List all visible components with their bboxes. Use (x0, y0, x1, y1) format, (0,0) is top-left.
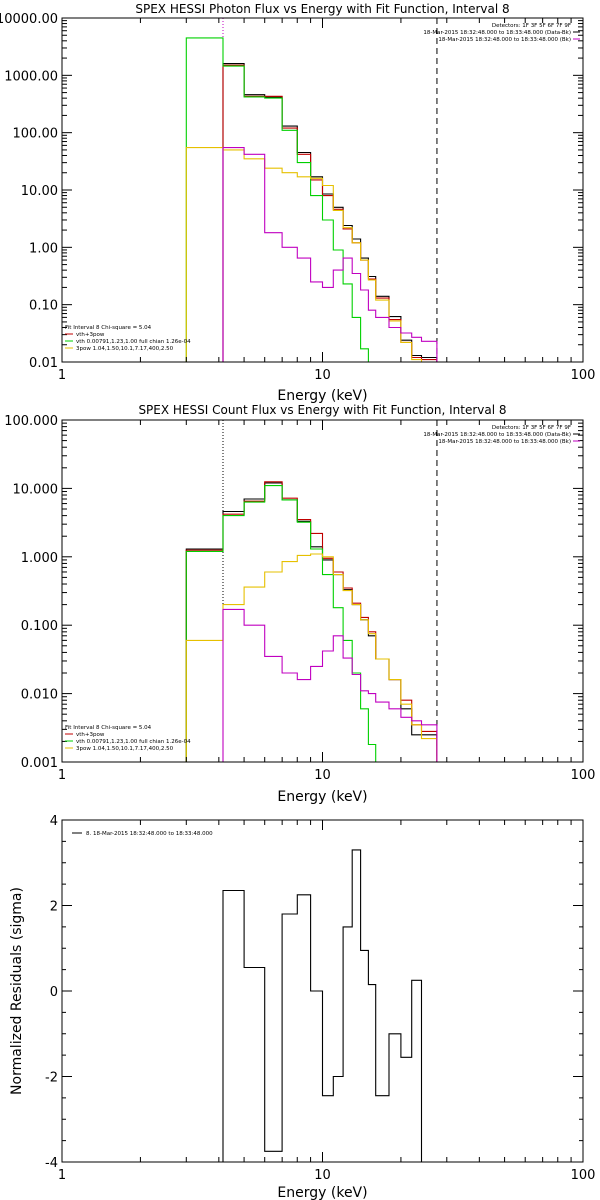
series-line-0 (222, 849, 423, 1162)
y-tick-label: -2 (45, 1071, 58, 1086)
y-tick-label: 10.00 (21, 184, 58, 199)
series-line-2 (185, 485, 377, 762)
legend-title: Fit Interval 8 Chi-square = 5.04 (65, 725, 152, 731)
series-group (185, 37, 438, 362)
header-line: 18-Mar-2015 18:32:48.000 to 18:33:48.000… (423, 30, 571, 36)
y-tick-label: 0.10 (29, 299, 58, 314)
y-tick-label: 1.00 (29, 241, 58, 256)
residuals-chart: 1 10 100 -4 -2 0 2 4 Energy (keV) Normalized Resi… (9, 814, 595, 1200)
y-tick-label: 0.01 (29, 356, 58, 371)
x-tick-label: 1 (58, 368, 66, 383)
y-tick-label: 2 (50, 900, 58, 915)
x-tick-label: 100 (571, 768, 596, 783)
y-tick-label: 1.000 (21, 551, 58, 566)
legend-entry: vth+3pow (76, 732, 105, 738)
x-tick-label: 100 (571, 1168, 596, 1183)
x-axis-label: Energy (keV) (277, 789, 367, 805)
y-tick-label: 10.000 (13, 482, 59, 497)
legend-entry: vth 0.00791,1.23,1.00 full chian 1.26e-0… (76, 339, 191, 345)
series-group (185, 481, 438, 762)
legend-entry: 3pow 1.04,1.50,10.1,7.17,400,2.50 (76, 346, 174, 352)
plot-frame (61, 419, 584, 763)
series-line-1 (185, 481, 438, 762)
x-axis-label: Energy (keV) (277, 388, 367, 404)
y-tick-label: 10000.00 (0, 12, 58, 27)
series-line-0 (222, 63, 438, 362)
y-tick-label: 0 (50, 985, 58, 1000)
y-tick-label: 0.001 (21, 756, 58, 771)
series-group (222, 849, 423, 1162)
series-line-3 (185, 553, 438, 762)
header-line: Detectors: 1F 3F 5F 6F 7F 9F (492, 425, 571, 431)
legend-title: Fit Interval 8 Chi-square = 5.04 (65, 325, 152, 331)
series-line-1 (222, 64, 438, 362)
x-tick-label: 100 (571, 368, 596, 383)
chart-title: SPEX HESSI Photon Flux vs Energy with Fi… (135, 2, 509, 16)
x-tick-label: 1 (58, 1168, 66, 1183)
series-line-2 (185, 37, 369, 362)
series-line-4 (222, 608, 438, 762)
y-tick-label: 4 (50, 814, 58, 829)
header-line: 18-Mar-2015 18:32:48.000 to 18:33:48.000… (438, 37, 571, 43)
y-tick-label: -4 (45, 1156, 58, 1171)
legend-entry: 8. 18-Mar-2015 18:32:48.000 to 18:33:48.… (86, 831, 213, 837)
x-tick-label: 1 (58, 768, 66, 783)
x-tick-label: 10 (314, 1168, 331, 1183)
series-line-0 (185, 482, 438, 762)
legend-entry: 3pow 1.04,1.50,10.1,7.17,400,2.50 (76, 746, 174, 752)
series-line-3 (185, 147, 438, 362)
header-line: 18-Mar-2015 18:32:48.000 to 18:33:48.000… (438, 439, 571, 445)
x-axis-label: Energy (keV) (277, 1185, 367, 1200)
x-tick-label: 10 (314, 368, 331, 383)
y-tick-label: 100.00 (13, 127, 59, 142)
legend-entry: vth+3pow (76, 332, 105, 338)
y-tick-label: 0.010 (21, 688, 58, 703)
y-tick-label: 0.100 (21, 619, 58, 634)
y-tick-label: 100.000 (4, 414, 58, 429)
photon-flux-chart: SPEX HESSI Photon Flux vs Energy with Fi… (0, 2, 595, 404)
y-tick-label: 1000.00 (4, 69, 58, 84)
header-line: Detectors: 1F 3F 5F 6F 7F 9F (492, 23, 571, 29)
series-line-4 (222, 147, 438, 362)
legend-entry: vth 0.00791,1.23,1.00 full chian 1.26e-0… (76, 739, 191, 745)
count-flux-chart: SPEX HESSI Count Flux vs Energy with Fit… (4, 403, 595, 805)
y-axis-label: Normalized Residuals (sigma) (9, 887, 25, 1095)
x-tick-label: 10 (314, 768, 331, 783)
header-line: 18-Mar-2015 18:32:48.000 to 18:33:48.000… (423, 432, 571, 438)
chart-title: SPEX HESSI Count Flux vs Energy with Fit… (138, 403, 506, 417)
